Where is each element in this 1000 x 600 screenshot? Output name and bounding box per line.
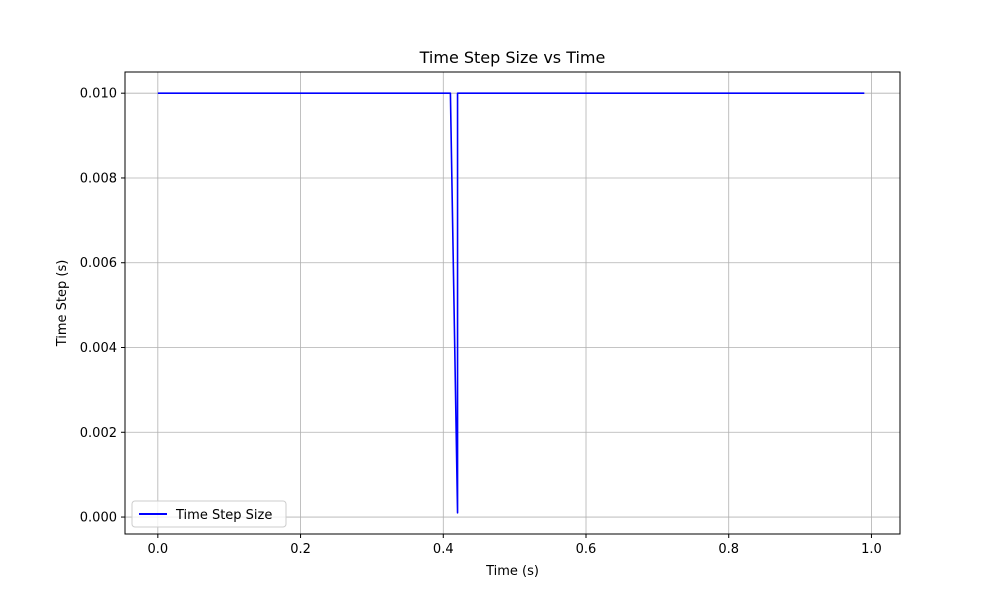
y-axis-label: Time Step (s) <box>55 260 70 348</box>
series-line-time-step-size <box>157 92 865 514</box>
x-tick-label: 1.0 <box>861 542 882 557</box>
x-axis-label: Time (s) <box>485 564 539 579</box>
y-tick-label: 0.008 <box>80 171 117 186</box>
chart-title: Time Step Size vs Time <box>419 48 606 67</box>
x-tick-label: 0.6 <box>576 542 597 557</box>
y-tick-label: 0.010 <box>80 87 117 102</box>
y-tick-label: 0.002 <box>80 426 117 441</box>
x-tick-label: 0.2 <box>290 542 311 557</box>
legend-box <box>131 500 287 528</box>
y-tick-label: 0.000 <box>80 511 117 526</box>
legend: Time Step Size <box>131 500 287 528</box>
y-tick-label: 0.006 <box>80 256 117 271</box>
plot-frame <box>124 71 901 535</box>
x-axis-ticks: 0.0 0.2 0.4 0.6 0.8 1.0 <box>147 534 882 557</box>
y-tick-label: 0.004 <box>80 341 117 356</box>
legend-entry-time-step-size: Time Step Size <box>175 508 272 523</box>
y-axis-ticks: 0.000 0.002 0.004 0.006 0.008 0.010 <box>80 87 125 526</box>
grid <box>125 72 900 534</box>
x-tick-label: 0.4 <box>433 542 454 557</box>
x-tick-label: 0.8 <box>718 542 739 557</box>
series-layer <box>157 92 865 514</box>
x-tick-label: 0.0 <box>147 542 168 557</box>
